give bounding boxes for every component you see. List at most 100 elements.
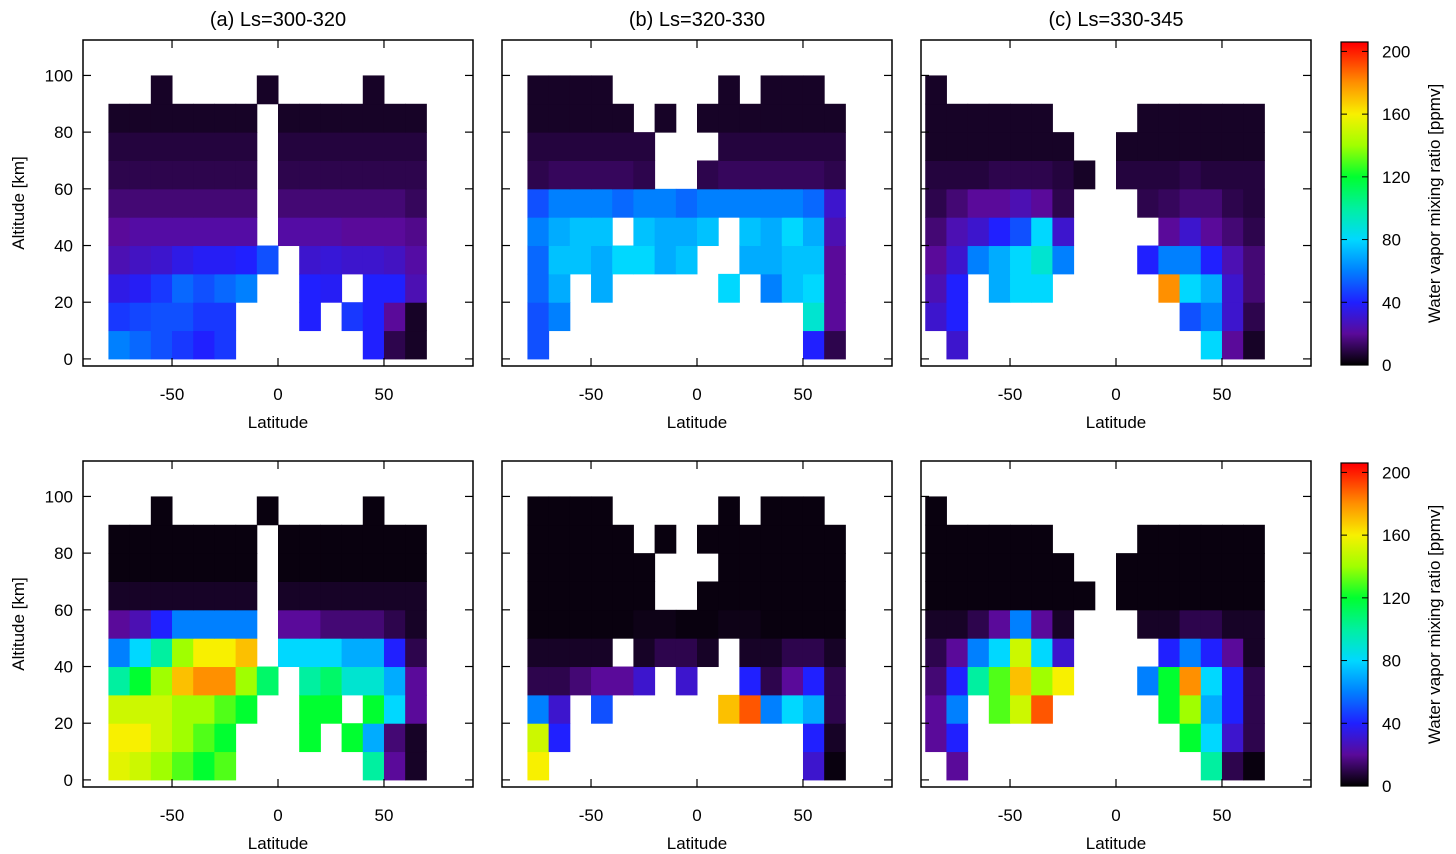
y-tick-label: 80	[54, 544, 73, 563]
cell	[405, 103, 427, 133]
cell	[214, 103, 237, 133]
cell	[739, 638, 762, 668]
cell	[1010, 553, 1032, 582]
cell	[591, 609, 613, 639]
cell	[925, 103, 947, 133]
cell	[235, 217, 258, 247]
cell	[612, 609, 634, 639]
cell	[654, 103, 677, 133]
cell	[1200, 217, 1223, 247]
cell	[214, 751, 237, 781]
cell	[824, 524, 846, 554]
cell	[278, 103, 300, 133]
cell	[150, 723, 173, 753]
y-tick-label: 20	[54, 714, 73, 733]
cell	[1158, 553, 1181, 582]
cell	[299, 609, 321, 639]
cell	[320, 273, 343, 303]
cell	[824, 723, 846, 753]
cell	[781, 273, 804, 303]
cell	[1031, 666, 1053, 696]
cell	[925, 666, 947, 696]
cell	[802, 751, 825, 781]
cell	[591, 75, 613, 105]
cell	[527, 581, 550, 611]
cell	[172, 302, 194, 332]
cell	[612, 666, 634, 696]
cell	[612, 188, 634, 218]
cell	[150, 103, 173, 133]
cell	[1158, 132, 1181, 161]
cell	[988, 132, 1011, 161]
y-tick-label: 40	[54, 237, 73, 256]
cell	[802, 524, 825, 554]
cell	[1200, 723, 1223, 753]
cell	[150, 188, 173, 218]
cell	[1200, 751, 1223, 781]
cell	[988, 217, 1011, 247]
cell	[172, 160, 194, 190]
cell	[193, 103, 215, 133]
cell	[612, 553, 634, 582]
cell	[718, 132, 740, 161]
cell	[548, 723, 571, 753]
colorbar-tick-label: 40	[1382, 293, 1401, 312]
cell	[527, 245, 550, 275]
cell	[802, 188, 825, 218]
cell	[299, 217, 321, 247]
cell	[925, 524, 947, 554]
cell	[697, 638, 719, 668]
cell	[405, 245, 427, 275]
x-tick-label: 50	[375, 806, 394, 825]
cell	[633, 609, 656, 639]
cell	[172, 694, 194, 724]
x-tick-label: 50	[1213, 806, 1232, 825]
cell	[1243, 666, 1265, 696]
cell	[405, 638, 427, 668]
cell	[214, 330, 237, 360]
cell	[569, 496, 592, 526]
cell	[569, 217, 592, 247]
cell	[527, 751, 550, 781]
cell	[824, 666, 846, 696]
cell	[1010, 666, 1032, 696]
cell	[1221, 103, 1244, 133]
cell	[150, 751, 173, 781]
cell	[405, 160, 427, 190]
colorbar-tick-label: 0	[1382, 356, 1391, 375]
cell	[781, 609, 804, 639]
cell	[214, 553, 237, 582]
cell	[1052, 188, 1075, 218]
cell	[129, 694, 152, 724]
cell	[946, 694, 969, 724]
cell	[235, 524, 258, 554]
cell	[548, 609, 571, 639]
cell	[256, 75, 279, 105]
cell	[1137, 188, 1159, 218]
cell	[214, 638, 237, 668]
heatmap	[925, 75, 1265, 360]
cell	[150, 160, 173, 190]
cell	[320, 188, 343, 218]
cell	[108, 666, 131, 696]
cell	[548, 666, 571, 696]
cell	[739, 188, 762, 218]
cell	[697, 103, 719, 133]
cell	[988, 160, 1011, 190]
cell	[108, 188, 131, 218]
y-axis-label: Altitude [km]	[9, 156, 28, 250]
cell	[1052, 609, 1075, 639]
cell	[362, 75, 385, 105]
cell	[925, 160, 947, 190]
cell	[193, 581, 215, 611]
cell	[824, 302, 846, 332]
cell	[341, 581, 364, 611]
cell	[1116, 160, 1138, 190]
cell	[1116, 581, 1138, 611]
cell	[150, 302, 173, 332]
cell	[1010, 188, 1032, 218]
cell	[1179, 581, 1202, 611]
x-axis-label: Latitude	[1086, 834, 1147, 853]
cell	[129, 103, 152, 133]
cell	[341, 160, 364, 190]
